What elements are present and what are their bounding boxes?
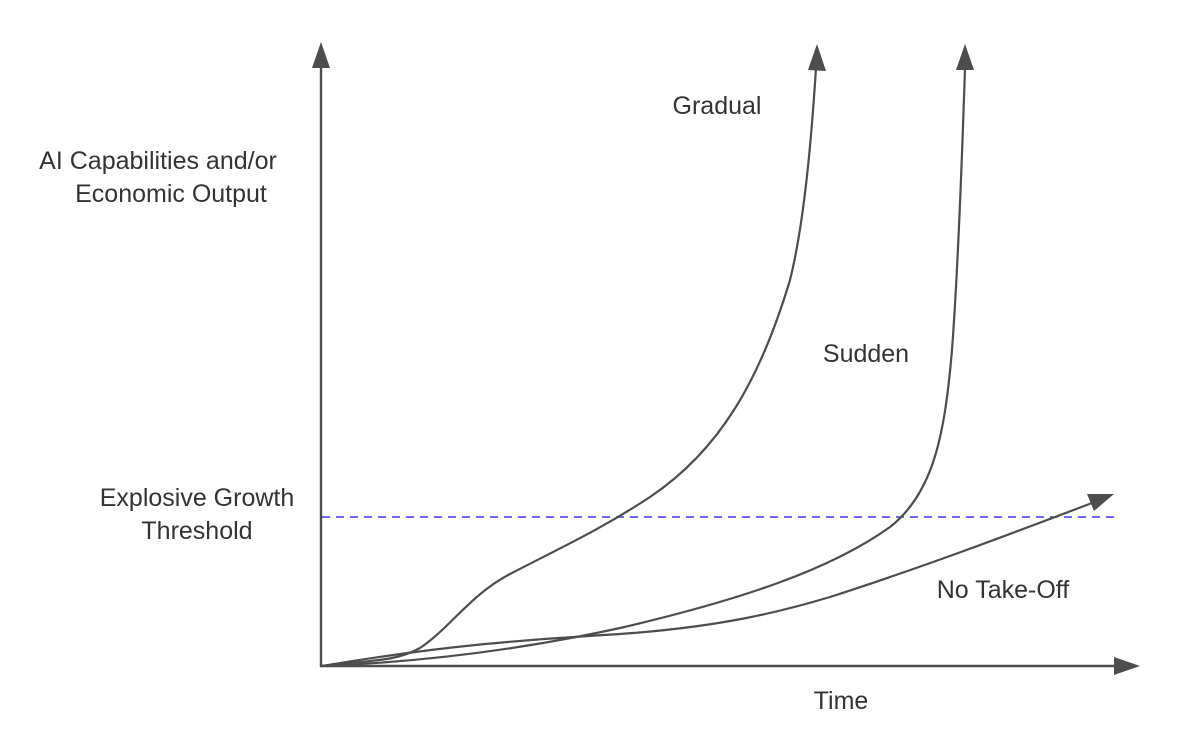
sudden-curve-arrowhead — [956, 44, 974, 70]
x-axis-arrowhead — [1114, 657, 1140, 675]
sudden-curve — [320, 66, 967, 668]
y-axis-label-line2: Economic Output — [75, 180, 267, 208]
gradual-curve — [320, 66, 818, 668]
no-takeoff-curve — [320, 501, 1094, 668]
x-axis-label: Time — [814, 687, 869, 715]
sudden-label: Sudden — [823, 340, 909, 368]
threshold-label-line1: Explosive Growth — [100, 484, 295, 512]
threshold-label-line2: Threshold — [141, 517, 252, 545]
gradual-label: Gradual — [673, 92, 762, 120]
no-takeoff-curve-arrowhead — [1087, 494, 1114, 511]
y-axis-arrowhead — [312, 42, 330, 68]
gradual-curve-arrowhead — [808, 44, 826, 71]
no-takeoff-label: No Take-Off — [937, 576, 1070, 604]
y-axis-label-line1: AI Capabilities and/or — [39, 147, 277, 175]
